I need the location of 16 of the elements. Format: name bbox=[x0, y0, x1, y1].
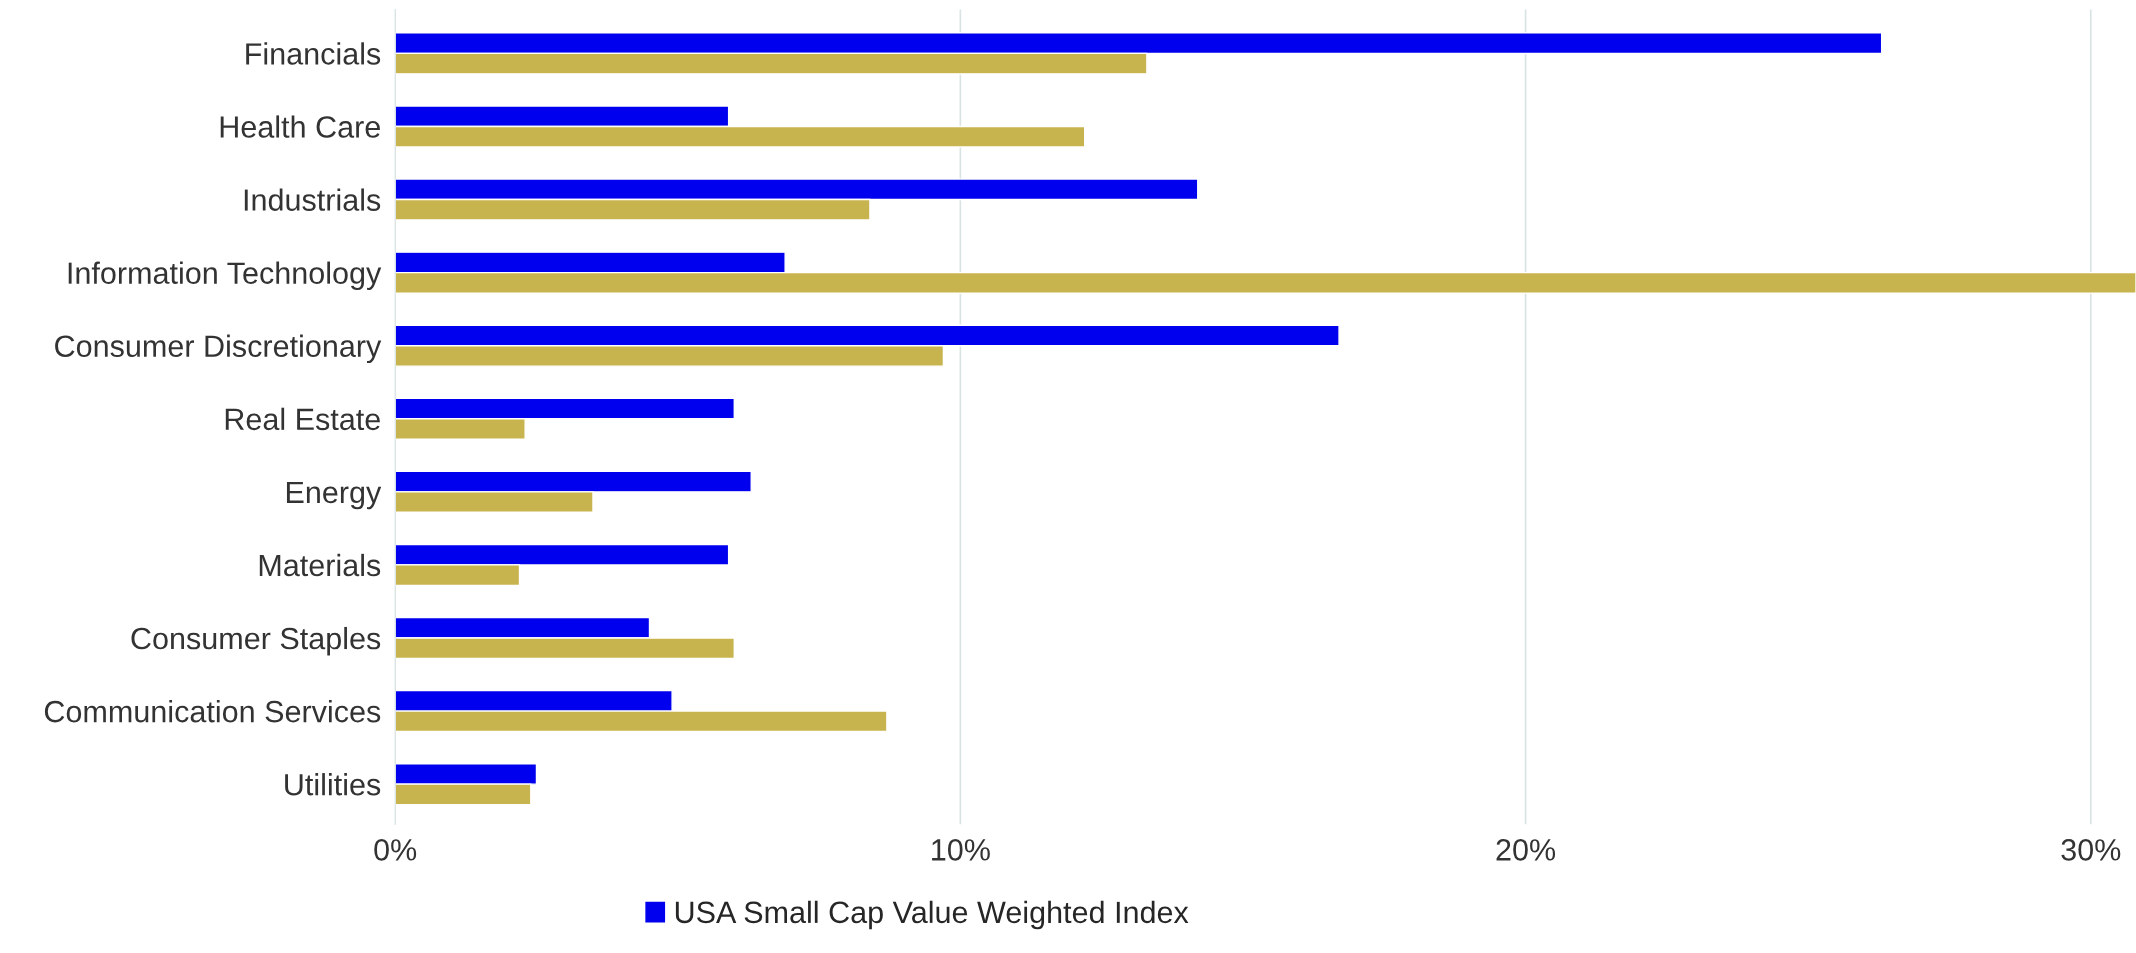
y-tick-label: Energy bbox=[286, 481, 382, 510]
y-tick-label: Health Care bbox=[220, 115, 380, 138]
y-tick-label: Consumer Staples bbox=[131, 626, 381, 656]
y-tick-label: Financials bbox=[246, 42, 381, 65]
legend-label: USA Small Cap Value Weighted Index bbox=[675, 900, 1189, 930]
y-tick-label: Consumer Discretionary bbox=[55, 334, 382, 364]
y-tick-label: Industrials bbox=[244, 188, 381, 211]
y-tick-label: Materials bbox=[259, 553, 381, 577]
x-tick-label: 20% bbox=[1496, 839, 1556, 861]
x-tick-label: 30% bbox=[2061, 839, 2121, 861]
y-tick-label: Real Estate bbox=[225, 407, 380, 431]
y-tick-label: Communication Services bbox=[44, 700, 381, 723]
x-tick-label: 0% bbox=[374, 839, 417, 861]
y-tick-label: Information Technology bbox=[68, 261, 382, 291]
y-tick-label: Utilities bbox=[285, 773, 381, 796]
x-tick-label: 10% bbox=[932, 839, 990, 861]
